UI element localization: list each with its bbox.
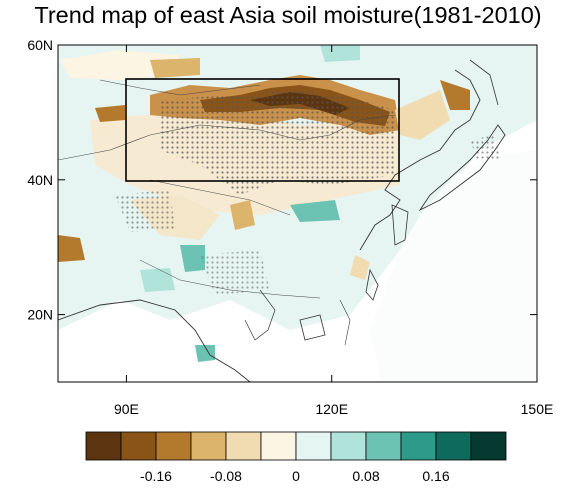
colorbar-swatch-8	[365, 431, 402, 461]
lat-tick-label-1: 40N	[27, 172, 53, 188]
colorbar-swatch-7	[330, 431, 367, 461]
colorbar-swatch-6	[295, 431, 332, 461]
colorbar-label-2: 0	[292, 468, 300, 484]
coastline	[359, 69, 481, 251]
colorbar-label-4: 0.16	[422, 468, 449, 484]
map-field	[58, 45, 537, 382]
lon-tick-label-1: 120E	[315, 401, 348, 417]
taiwan-outline	[365, 268, 379, 301]
colorbar-swatch-5	[260, 431, 297, 461]
lon-tick-label-0: 90E	[114, 401, 139, 417]
colorbar-swatch-2	[155, 431, 192, 461]
colorbar-swatch-0	[85, 431, 122, 461]
colorbar-swatch-9	[400, 431, 437, 461]
lat-tick-label-2: 20N	[27, 307, 53, 323]
colorbar: -0.16 -0.08 0 0.08 0.16	[85, 431, 507, 484]
colorbar-swatch-1	[120, 431, 157, 461]
colorbar-swatch-11	[470, 431, 507, 461]
map-axes: 60N 40N 20N 90E 120E 150E	[27, 37, 553, 417]
country-border	[58, 114, 396, 161]
study-region-box	[125, 78, 400, 182]
colorbar-label-0: -0.16	[140, 468, 172, 484]
significance-stippling	[160, 90, 395, 195]
colorbar-swatch-3	[190, 431, 227, 461]
hainan-outline	[299, 314, 326, 341]
map-frame	[57, 44, 538, 383]
lon-tick-label-2: 150E	[521, 401, 554, 417]
lat-tick-label-0: 60N	[27, 37, 53, 53]
wetting-area	[290, 200, 340, 222]
colorbar-swatch-10	[435, 431, 472, 461]
colorbar-label-3: 0.08	[352, 468, 379, 484]
japan-outline	[418, 124, 506, 212]
colorbar-swatch-4	[225, 431, 262, 461]
colorbar-label-1: -0.08	[210, 468, 242, 484]
map-title: Trend map of east Asia soil moisture(198…	[34, 2, 542, 28]
